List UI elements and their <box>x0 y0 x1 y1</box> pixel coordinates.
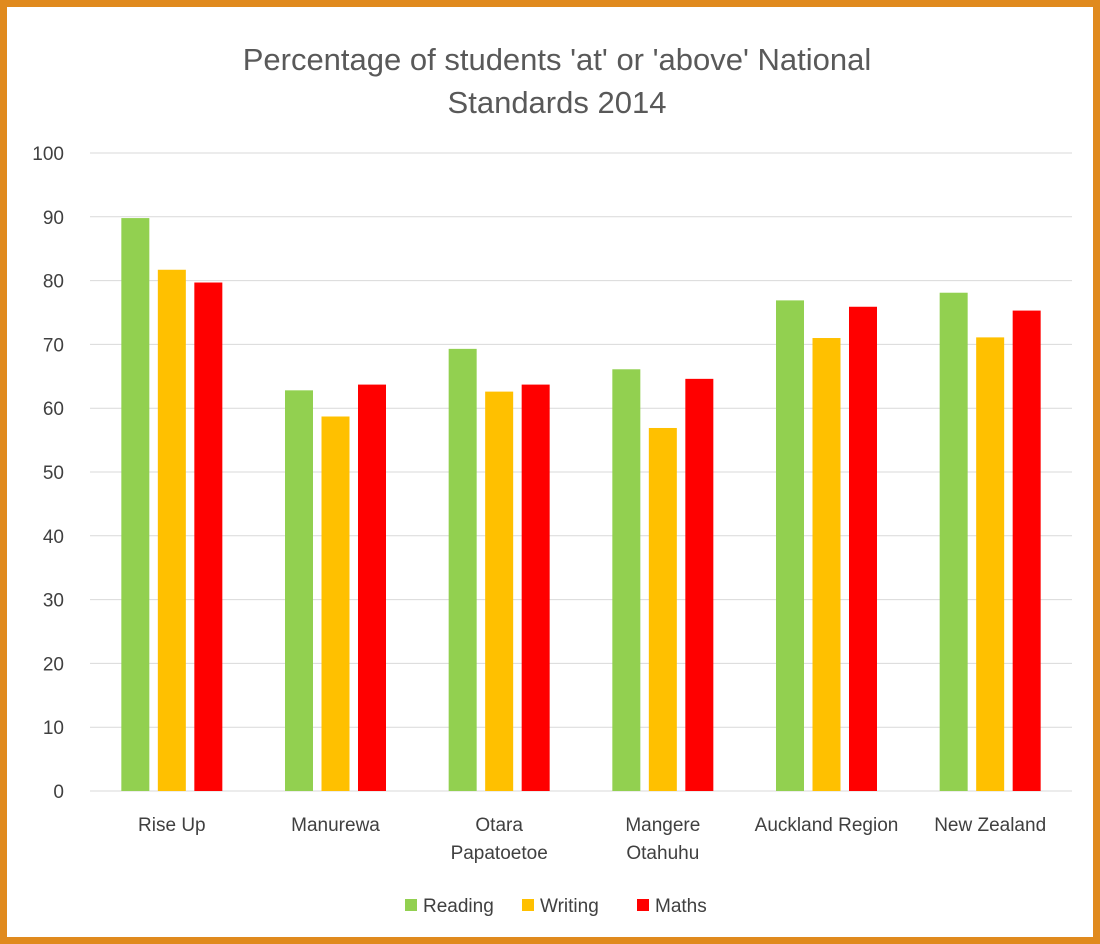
legend-swatch-maths <box>637 899 649 911</box>
x-category-label-1-1: Rise Up <box>138 815 206 836</box>
bar-writing-1 <box>157 269 186 791</box>
y-tick-label-0: 0 <box>53 782 64 803</box>
bar-maths-6 <box>1012 310 1041 791</box>
chart-title-line-2: Standards 2014 <box>448 85 667 120</box>
bar-reading-6 <box>939 292 968 791</box>
chart-title-line-1: Percentage of students 'at' or 'above' N… <box>243 42 872 77</box>
x-category-label-4-1: Mangere <box>625 815 700 836</box>
x-category-label-6-1: New Zealand <box>934 815 1046 836</box>
x-category-label-5-1: Auckland Region <box>755 815 899 836</box>
bar-writing-6 <box>976 337 1005 791</box>
bar-maths-4 <box>685 378 714 791</box>
bar-maths-3 <box>521 384 550 791</box>
y-tick-label-100: 100 <box>32 144 64 165</box>
y-tick-label-10: 10 <box>43 718 64 739</box>
y-tick-label-40: 40 <box>43 527 64 548</box>
legend-label-reading: Reading <box>423 896 494 917</box>
legend-swatch-reading <box>405 899 417 911</box>
legend-label-writing: Writing <box>540 896 599 917</box>
bar-reading-5 <box>776 300 804 791</box>
x-axis-categories: Rise Up Manurewa Otara Papatoetoe Mangere Ota… <box>138 815 1046 864</box>
y-tick-label-60: 60 <box>43 399 64 420</box>
y-tick-label-30: 30 <box>43 591 64 612</box>
y-tick-label-90: 90 <box>43 208 64 229</box>
bar-reading-3 <box>448 348 477 791</box>
x-category-label-2-1: Manurewa <box>291 815 380 836</box>
chart-title: Percentage of students 'at' or 'above' N… <box>243 42 872 120</box>
x-category-label-3-2: Papatoetoe <box>451 843 548 864</box>
bar-writing-2 <box>321 416 350 791</box>
bar-writing-3 <box>485 391 514 791</box>
bar-reading-1 <box>121 218 150 792</box>
y-tick-label-50: 50 <box>43 463 64 484</box>
bar-writing-4 <box>648 427 677 791</box>
bar-maths-1 <box>194 282 223 791</box>
x-category-label-4-2: Otahuhu <box>626 843 699 864</box>
bar-maths-2 <box>358 384 386 791</box>
bars <box>121 218 1041 792</box>
y-axis-ticks: 0 10 20 30 40 50 60 70 80 90 100 <box>32 144 64 803</box>
gridlines <box>90 152 1072 792</box>
legend-label-maths: Maths <box>655 896 707 917</box>
bar-writing-5 <box>812 338 841 791</box>
legend: Reading Writing Maths <box>405 896 707 917</box>
y-tick-label-70: 70 <box>43 335 64 356</box>
bar-reading-4 <box>612 369 641 791</box>
bar-reading-2 <box>285 390 313 791</box>
legend-swatch-writing <box>522 899 534 911</box>
y-tick-label-20: 20 <box>43 654 64 675</box>
y-tick-label-80: 80 <box>43 272 64 293</box>
bar-maths-5 <box>849 306 877 791</box>
x-category-label-3-1: Otara <box>475 815 523 836</box>
